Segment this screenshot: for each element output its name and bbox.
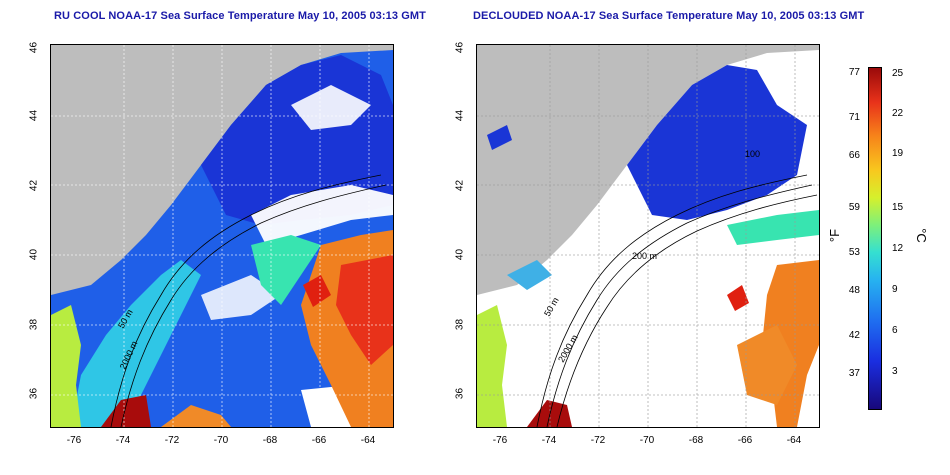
left-lon--74: -74 bbox=[115, 435, 131, 446]
right-lat-40: 40 bbox=[454, 248, 466, 261]
colorbar-c-15: 15 bbox=[892, 202, 904, 213]
fahrenheit-unit-label: °F bbox=[827, 228, 843, 243]
right-lat-36: 36 bbox=[454, 387, 466, 400]
colorbar-c-3: 3 bbox=[892, 366, 898, 377]
colorbar-f-53: 53 bbox=[848, 247, 860, 258]
right-lon--66: -66 bbox=[737, 435, 753, 446]
colorbar-f-42: 42 bbox=[848, 330, 860, 341]
left-lat-42: 42 bbox=[28, 179, 40, 192]
right-contour-200m: 200 m bbox=[632, 251, 657, 261]
right-lat-44: 44 bbox=[454, 109, 466, 122]
left-lon--68: -68 bbox=[262, 435, 278, 446]
colorbar-f-77: 77 bbox=[848, 67, 860, 78]
right-lon--64: -64 bbox=[786, 435, 802, 446]
temperature-colorbar bbox=[868, 67, 882, 410]
right-map-panel: 100 200 m 50 m 2000 m bbox=[476, 44, 820, 428]
right-lat-46: 46 bbox=[454, 41, 466, 54]
colorbar-c-12: 12 bbox=[892, 243, 904, 254]
colorbar-c-22: 22 bbox=[892, 108, 904, 119]
colorbar-c-6: 6 bbox=[892, 325, 898, 336]
colorbar-f-71: 71 bbox=[848, 112, 860, 123]
left-map-panel: 50 m 2000 m bbox=[50, 44, 394, 428]
left-lon--64: -64 bbox=[360, 435, 376, 446]
right-lon--72: -72 bbox=[590, 435, 606, 446]
colorbar-f-66: 66 bbox=[848, 150, 860, 161]
right-lon--74: -74 bbox=[541, 435, 557, 446]
left-lon--76: -76 bbox=[66, 435, 82, 446]
right-sst-map: 100 200 m 50 m 2000 m bbox=[477, 45, 819, 427]
right-lon--68: -68 bbox=[688, 435, 704, 446]
left-lat-46: 46 bbox=[28, 41, 40, 54]
left-lat-38: 38 bbox=[28, 318, 40, 331]
colorbar-c-25: 25 bbox=[892, 68, 904, 79]
right-map-title: DECLOUDED NOAA-17 Sea Surface Temperatur… bbox=[473, 10, 865, 22]
left-lon--70: -70 bbox=[213, 435, 229, 446]
colorbar-f-48: 48 bbox=[848, 285, 860, 296]
colorbar-f-37: 37 bbox=[848, 368, 860, 379]
left-lat-36: 36 bbox=[28, 387, 40, 400]
left-map-title: RU COOL NOAA-17 Sea Surface Temperature … bbox=[54, 10, 426, 22]
left-lat-40: 40 bbox=[28, 248, 40, 261]
right-lat-42: 42 bbox=[454, 179, 466, 192]
colorbar-c-9: 9 bbox=[892, 284, 898, 295]
colorbar-f-59: 59 bbox=[848, 202, 860, 213]
right-lon--70: -70 bbox=[639, 435, 655, 446]
right-contour-100: 100 bbox=[745, 149, 760, 159]
left-sst-map: 50 m 2000 m bbox=[51, 45, 393, 427]
left-lon--66: -66 bbox=[311, 435, 327, 446]
right-lon--76: -76 bbox=[492, 435, 508, 446]
right-lat-38: 38 bbox=[454, 318, 466, 331]
colorbar-c-19: 19 bbox=[892, 148, 904, 159]
left-lat-44: 44 bbox=[28, 109, 40, 122]
left-lon--72: -72 bbox=[164, 435, 180, 446]
celsius-unit-label: °C bbox=[913, 228, 929, 243]
